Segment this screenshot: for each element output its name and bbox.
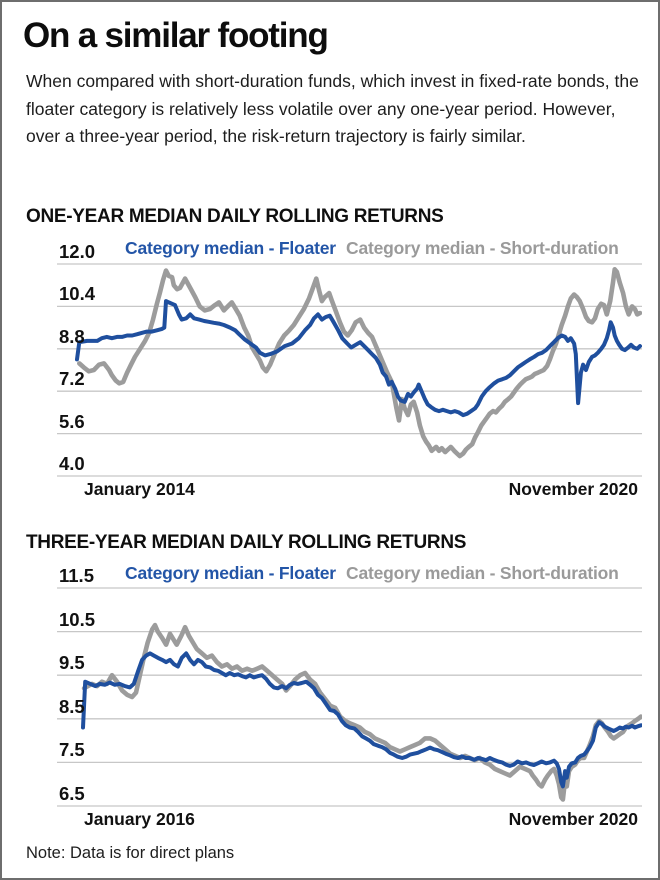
chart1-x-end-label: November 2020 [508,479,638,499]
y-axis-tick-label: 4.0 [59,453,85,474]
y-axis-tick-label: 5.6 [59,410,85,432]
y-axis-tick-label: 11.5 [59,565,94,586]
y-axis-tick-label: 8.8 [59,325,85,347]
chart2-legend-floater: Category median - Floater [125,563,336,583]
y-axis-tick-label: 6.5 [59,783,85,804]
chart2-title: THREE-YEAR MEDIAN DAILY ROLLING RETURNS [26,532,467,553]
chart1-x-start-label: January 2014 [84,479,195,499]
short-duration-line [76,267,642,459]
intro-paragraph: When compared with short-duration funds,… [26,71,639,146]
page-title: On a similar footing [23,16,329,55]
one-year-returns-chart [57,263,642,477]
chart1-legend-floater: Category median - Floater [125,238,336,258]
y-axis-tick-label: 10.4 [59,283,96,305]
chart2-legend-short-duration: Category median - Short-duration [346,563,619,583]
y-axis-tick-label: 12.0 [59,241,96,262]
floater-line [81,651,642,789]
y-axis-tick-label: 7.2 [59,368,85,390]
chart1-legend-short-duration: Category median - Short-duration [346,238,619,258]
footnote: Note: Data is for direct plans [26,844,235,862]
floater-line [75,299,642,418]
chart2-x-end-label: November 2020 [508,809,638,829]
short-duration-line [81,622,642,802]
three-year-returns-chart [57,587,642,807]
y-axis-tick-label: 9.5 [59,652,85,674]
y-axis-tick-label: 8.5 [59,695,85,717]
chart1-title: ONE-YEAR MEDIAN DAILY ROLLING RETURNS [26,206,444,227]
y-axis-tick-label: 10.5 [59,608,96,630]
chart2-x-start-label: January 2016 [84,809,195,829]
y-axis-tick-label: 7.5 [59,739,85,761]
